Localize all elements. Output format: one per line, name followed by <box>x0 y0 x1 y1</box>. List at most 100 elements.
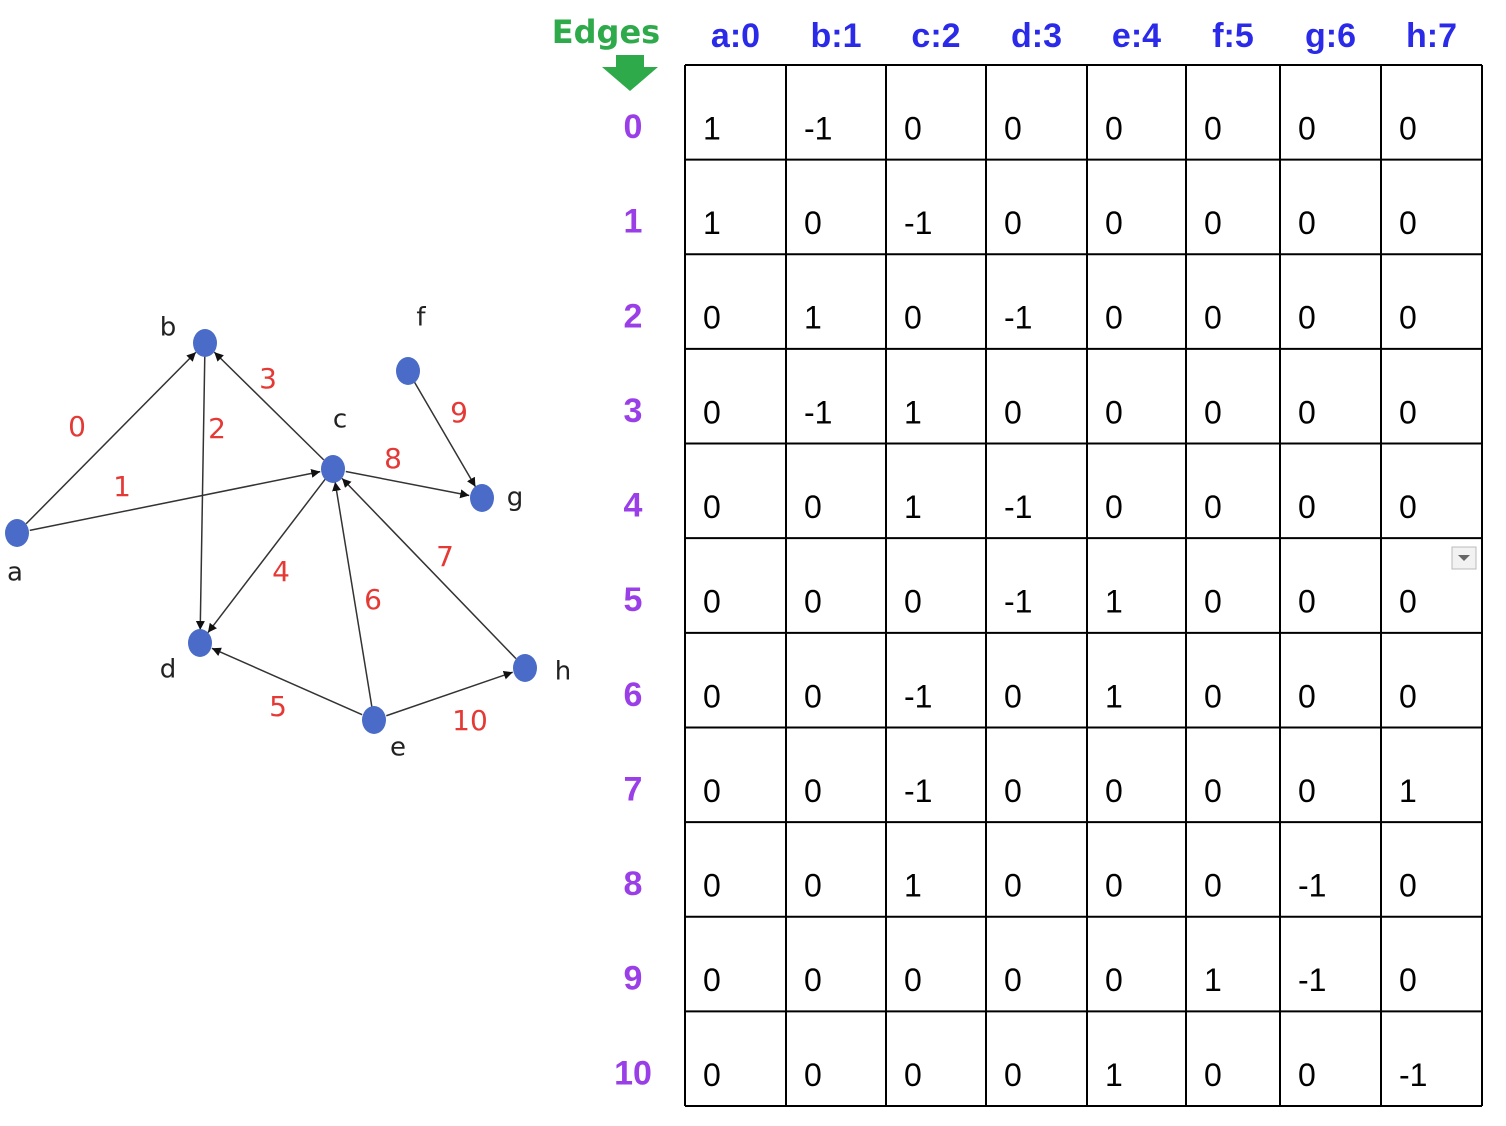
cell: 0 <box>1298 1057 1316 1093</box>
edge-label: 7 <box>436 540 454 573</box>
cell: 0 <box>804 1057 822 1093</box>
row-label: 3 <box>624 392 643 430</box>
cell: 1 <box>904 868 922 904</box>
cell: 0 <box>1204 868 1222 904</box>
edge <box>341 477 517 660</box>
cell: 0 <box>1105 489 1123 525</box>
cell: -1 <box>804 394 832 430</box>
cell: 1 <box>703 205 721 241</box>
row-label: 5 <box>624 581 643 619</box>
column-header: h:7 <box>1406 17 1457 55</box>
row-label: 8 <box>624 865 643 903</box>
row-label: 10 <box>614 1054 652 1092</box>
cell: 0 <box>1399 868 1417 904</box>
node-label: a <box>7 558 23 588</box>
row-label: 6 <box>624 676 643 714</box>
cell: 0 <box>1204 489 1222 525</box>
cell: 1 <box>904 489 922 525</box>
dropdown-icon <box>1458 555 1470 561</box>
cell: 0 <box>1004 110 1022 146</box>
cell: 0 <box>1204 300 1222 336</box>
node <box>5 519 29 547</box>
cell: -1 <box>904 205 932 241</box>
row-label: 9 <box>624 960 643 998</box>
column-header: d:3 <box>1011 17 1062 55</box>
cell: 0 <box>1105 205 1123 241</box>
cell: -1 <box>904 678 932 714</box>
cell: 0 <box>804 205 822 241</box>
node <box>321 455 345 483</box>
cell: 0 <box>804 773 822 809</box>
cell: 0 <box>703 489 721 525</box>
node-label: e <box>390 733 406 763</box>
cell: 0 <box>1399 110 1417 146</box>
node-label: b <box>160 313 177 343</box>
cell: 0 <box>904 110 922 146</box>
edge <box>345 470 470 499</box>
cell: -1 <box>1298 962 1326 998</box>
cell: 1 <box>703 110 721 146</box>
edge <box>29 468 321 532</box>
cell: 0 <box>1105 300 1123 336</box>
cell: 0 <box>804 678 822 714</box>
cell: 1 <box>1105 584 1123 620</box>
column-header: b:1 <box>811 17 862 55</box>
cell: 0 <box>1399 962 1417 998</box>
cell: 0 <box>1298 489 1316 525</box>
edge <box>413 381 477 488</box>
column-header: c:2 <box>911 17 960 55</box>
edge-label: 5 <box>269 690 287 723</box>
row-label: 1 <box>624 203 643 241</box>
cell: 0 <box>1399 394 1417 430</box>
node-label: c <box>333 405 347 435</box>
node <box>193 329 217 357</box>
edge <box>195 355 206 631</box>
cell: 0 <box>1399 584 1417 620</box>
cell: 0 <box>703 868 721 904</box>
node <box>188 629 212 657</box>
cell: 0 <box>1204 394 1222 430</box>
edge-label: 2 <box>208 412 226 445</box>
cell: 0 <box>1105 110 1123 146</box>
edge <box>211 647 363 716</box>
cell: 0 <box>804 489 822 525</box>
cell: 0 <box>703 584 721 620</box>
node-label: h <box>555 657 571 687</box>
cell: 0 <box>1105 962 1123 998</box>
cell: 0 <box>1298 110 1316 146</box>
cell: 0 <box>703 300 721 336</box>
cell: 1 <box>1204 962 1222 998</box>
cell: 1 <box>804 300 822 336</box>
cell: 0 <box>1004 205 1022 241</box>
row-label: 4 <box>624 487 643 525</box>
cell: 0 <box>1298 394 1316 430</box>
cell: 1 <box>1399 773 1417 809</box>
cell: 0 <box>804 584 822 620</box>
node <box>362 706 386 734</box>
edge-label: 0 <box>68 410 86 443</box>
column-header: f:5 <box>1212 17 1254 55</box>
cell: 0 <box>904 1057 922 1093</box>
cell: -1 <box>804 110 832 146</box>
cell: 0 <box>1298 773 1316 809</box>
cell: 0 <box>1204 678 1222 714</box>
cell: 0 <box>1204 110 1222 146</box>
row-label: 7 <box>624 770 643 808</box>
cell: 0 <box>1105 773 1123 809</box>
cell: 0 <box>1298 584 1316 620</box>
node <box>513 654 537 682</box>
cell: 0 <box>1105 868 1123 904</box>
cell: 0 <box>1004 1057 1022 1093</box>
cell: 0 <box>1399 300 1417 336</box>
corner-label: Edges <box>552 13 660 51</box>
row-label: 0 <box>624 108 643 146</box>
cell: -1 <box>1004 584 1032 620</box>
cell: 0 <box>1204 584 1222 620</box>
cell: 1 <box>1105 678 1123 714</box>
cell: 0 <box>1298 300 1316 336</box>
cell: -1 <box>1399 1057 1427 1093</box>
edge-label: 8 <box>384 442 402 475</box>
edge <box>25 351 197 525</box>
edge-label: 3 <box>259 362 277 395</box>
cell: 0 <box>1298 678 1316 714</box>
